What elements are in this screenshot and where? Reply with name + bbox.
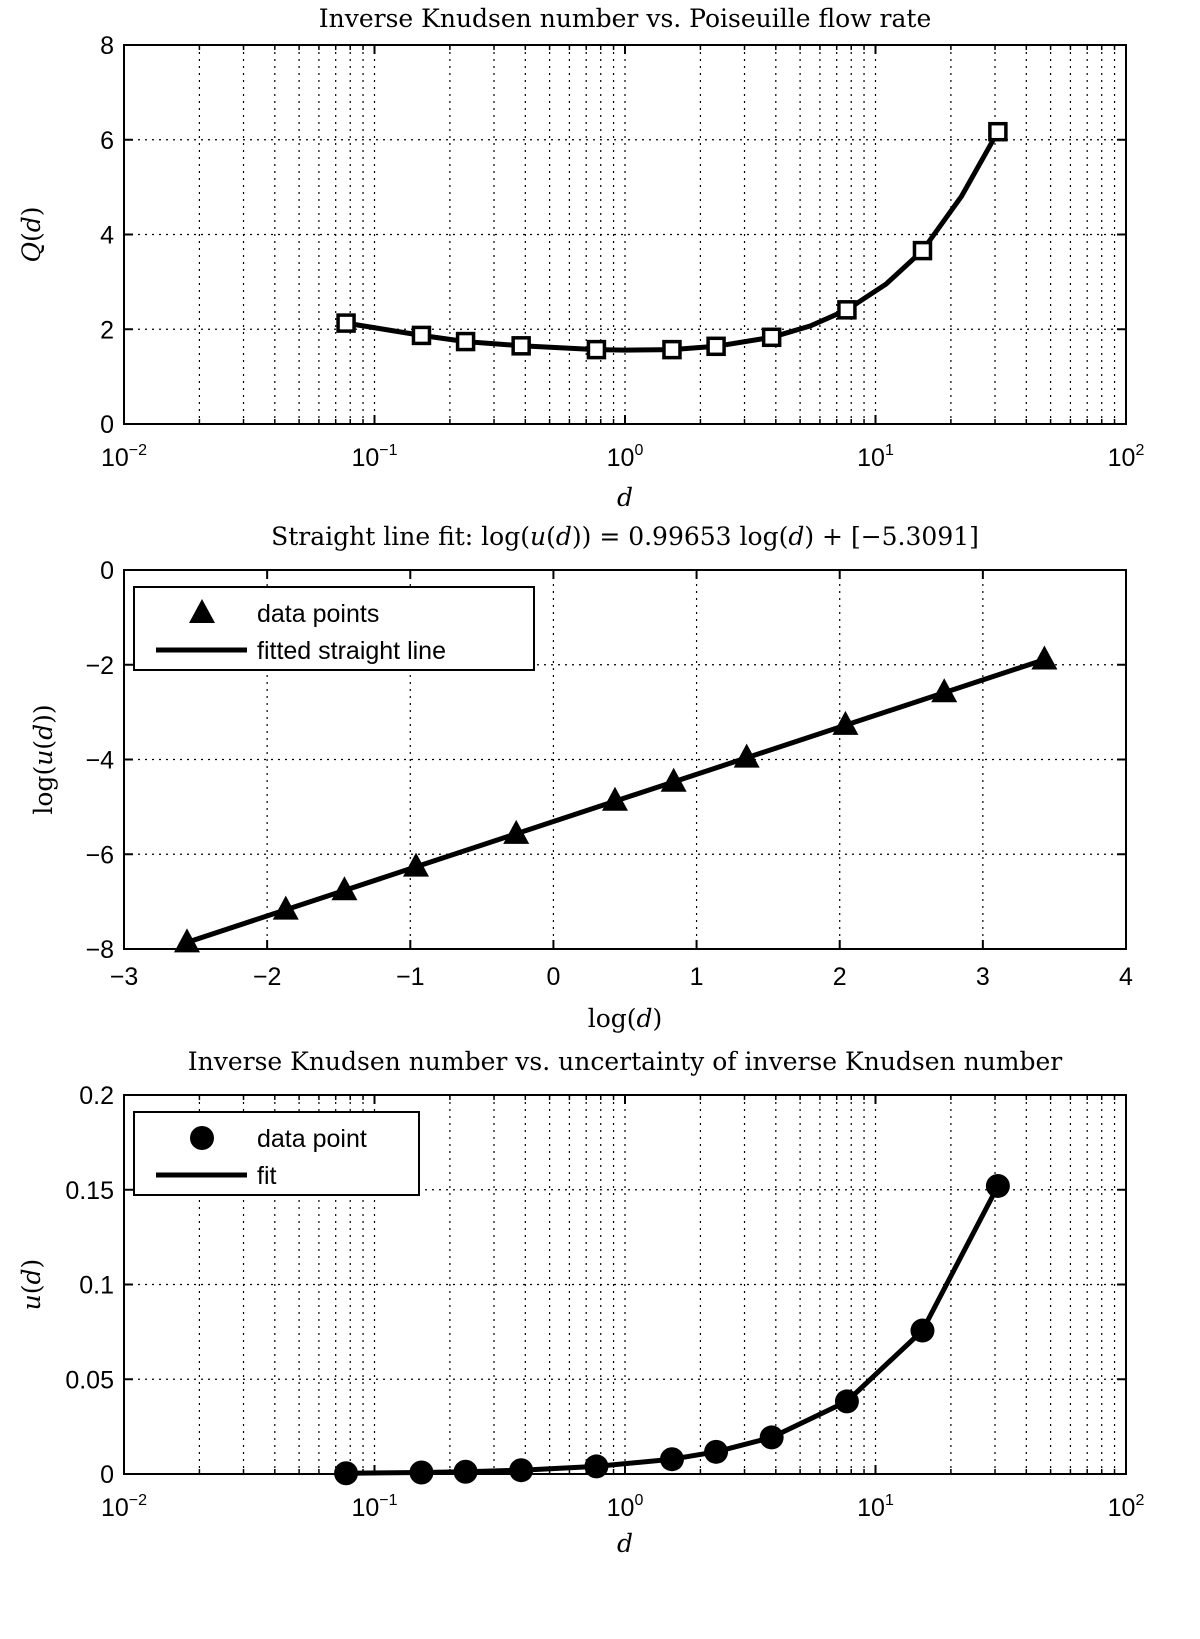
legend: data point fit [133,1111,420,1196]
y-tick-label: 8 [100,32,114,60]
data-point-circle [584,1454,609,1479]
x-tick-label: 101 [857,1492,894,1522]
legend-label: fit [257,1162,277,1190]
data-point-square [411,325,432,346]
x-tick-label: −1 [396,963,425,991]
data-point-triangle [832,710,859,735]
data-point-circle [509,1458,534,1483]
y-axis-label: Q(d) [17,206,46,262]
x-tick-label: 10−2 [101,1492,147,1522]
ticks [123,44,1127,425]
series [334,1173,1010,1486]
data-point-circle [985,1173,1010,1198]
y-tick-label: 0.2 [79,1082,114,1110]
data-point-circle [659,1447,684,1472]
y-tick-label: 0.15 [65,1177,114,1205]
data-point-circle [910,1318,935,1343]
data-point-triangle [601,786,628,811]
data-point-triangle [1031,645,1058,670]
chart-title: Inverse Knudsen number vs. uncertainty o… [188,1047,1063,1076]
x-axis-label: log(d) [588,1004,663,1033]
legend-marker-circle [190,1126,214,1150]
chart-3: 10−2 10−1 100 101 102 0 0.05 0.1 0.15 0.2 Inverse … [17,1047,1144,1558]
y-axis-label: log(u(d)) [29,704,58,814]
data-point-square [988,121,1008,142]
x-tick-label: 100 [607,1492,644,1522]
x-tick-label: 10−1 [351,442,397,472]
data-point-circle [409,1460,434,1485]
x-tick-label: 102 [1108,1492,1145,1522]
data-point-square [511,336,531,356]
x-axis-label: d [617,483,633,512]
data-point-circle [453,1459,478,1484]
x-tick-label: 101 [857,442,894,472]
data-point-triangle [331,876,358,901]
legend-box [133,586,535,671]
data-point-square [455,331,476,352]
data-point-triangle [931,678,958,703]
data-point-circle [834,1389,859,1414]
x-tick-label: 1 [690,963,704,991]
series [173,645,1058,953]
x-tick-label: 3 [976,963,990,991]
x-tick-label: 4 [1119,963,1133,991]
legend-box [133,1111,420,1196]
y-tick-label: 0.1 [79,1272,114,1300]
y-tick-label: −8 [85,936,114,964]
x-tick-label: 2 [833,963,847,991]
chart-2: −3 −2 −1 0 1 2 3 4 −8 −6 −4 −2 0 Straight line fit: l… [29,522,1133,1033]
x-tick-label: 10−1 [351,1492,397,1522]
chart-title: Straight line fit: log(u(d)) = 0.99653 l… [271,522,979,551]
x-tick-label: 0 [546,963,560,991]
y-tick-label: 6 [100,127,114,155]
legend-marker-triangle [189,599,215,623]
x-tick-label: −2 [253,963,282,991]
x-axis-label: d [617,1529,633,1558]
grid [124,1095,1126,1474]
series [336,121,1008,360]
data-point-triangle [173,928,200,953]
legend: data points fitted straight line [133,586,535,671]
data-point-square [662,339,682,360]
legend-label: data points [257,600,379,628]
data-point-triangle [272,895,299,920]
data-point-triangle [503,819,530,844]
x-tick-label: −3 [110,963,139,991]
data-point-square [761,327,782,348]
data-point-circle [334,1461,359,1486]
ticks [123,569,1127,950]
data-point-square [837,300,857,320]
legend-label: data point [257,1125,367,1153]
data-point-square [706,336,726,357]
data-point-triangle [403,852,430,877]
y-axis-label: u(d) [17,1259,46,1311]
data-point-circle [759,1425,784,1450]
y-tick-label: 0 [100,1461,114,1489]
x-tick-label: 10−2 [101,442,147,472]
data-point-triangle [733,743,760,768]
data-point-square [586,339,607,360]
data-point-circle [704,1439,729,1464]
y-tick-label: 2 [100,316,114,344]
y-tick-label: 0 [100,411,114,439]
chart-title: Inverse Knudsen number vs. Poiseuille fl… [319,4,932,33]
y-tick-label: 4 [100,222,114,250]
grid [124,45,1126,424]
x-tick-label: 102 [1108,442,1145,472]
y-tick-label: 0.05 [65,1366,114,1394]
y-tick-label: −6 [85,841,114,869]
y-tick-label: 0 [100,557,114,585]
legend-label: fitted straight line [257,637,446,665]
x-tick-label: 100 [607,442,644,472]
data-point-square [336,313,356,333]
data-point-square [912,240,933,261]
y-tick-label: −4 [85,747,114,775]
y-tick-label: −2 [85,652,114,680]
data-point-triangle [660,767,687,792]
chart-1: 10−2 10−1 100 101 102 0 2 4 6 8 Inverse Knudsen nu… [17,4,1144,512]
